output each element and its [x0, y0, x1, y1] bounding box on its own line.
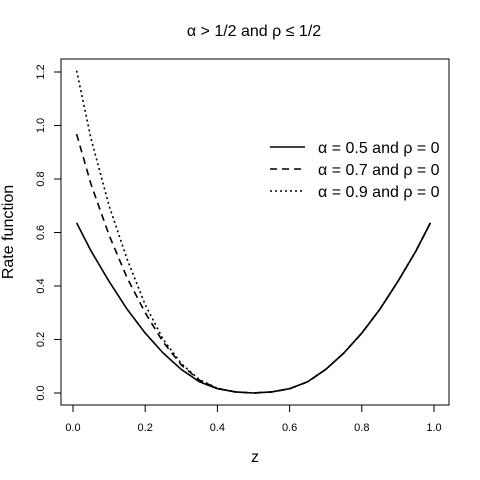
x-axis-title: z	[251, 449, 259, 466]
chart-title: α > 1/2 and ρ ≤ 1/2	[187, 23, 321, 40]
legend-label-1: α = 0.5 and ρ = 0	[318, 140, 440, 157]
legend-label-2: α = 0.7 and ρ = 0	[318, 162, 440, 179]
x-axis: 0.0 0.2 0.4 0.6 0.8 1.0	[65, 404, 442, 434]
y-axis-title: Rate function	[0, 185, 17, 279]
series-layer	[75, 70, 432, 394]
legend-label-3: α = 0.9 and ρ = 0	[318, 184, 440, 201]
y-tick-label: 1.0	[35, 118, 47, 133]
y-tick-label: 0.8	[35, 171, 47, 186]
x-tick-label: 1.0	[426, 422, 441, 434]
series-line-2	[75, 133, 432, 394]
y-tick-label: 0.6	[35, 225, 47, 240]
plot-frame	[60, 58, 450, 406]
x-tick-label: 0.8	[354, 422, 369, 434]
y-tick-label: 0.2	[35, 332, 47, 347]
x-tick-label: 0.6	[282, 422, 297, 434]
x-tick-label: 0.2	[138, 422, 153, 434]
series-line-3	[75, 70, 432, 394]
y-tick-label: 1.2	[35, 64, 47, 79]
x-tick-label: 0.4	[210, 422, 225, 434]
series-line-1	[75, 222, 432, 394]
legend: α = 0.5 and ρ = 0 α = 0.7 and ρ = 0 α = 0.…	[270, 140, 440, 201]
x-tick-label: 0.0	[65, 422, 80, 434]
y-tick-label: 0.0	[35, 385, 47, 400]
y-axis: 0.0 0.2 0.4 0.6 0.8 1.0 1.2	[35, 64, 62, 401]
y-tick-label: 0.4	[35, 278, 47, 293]
